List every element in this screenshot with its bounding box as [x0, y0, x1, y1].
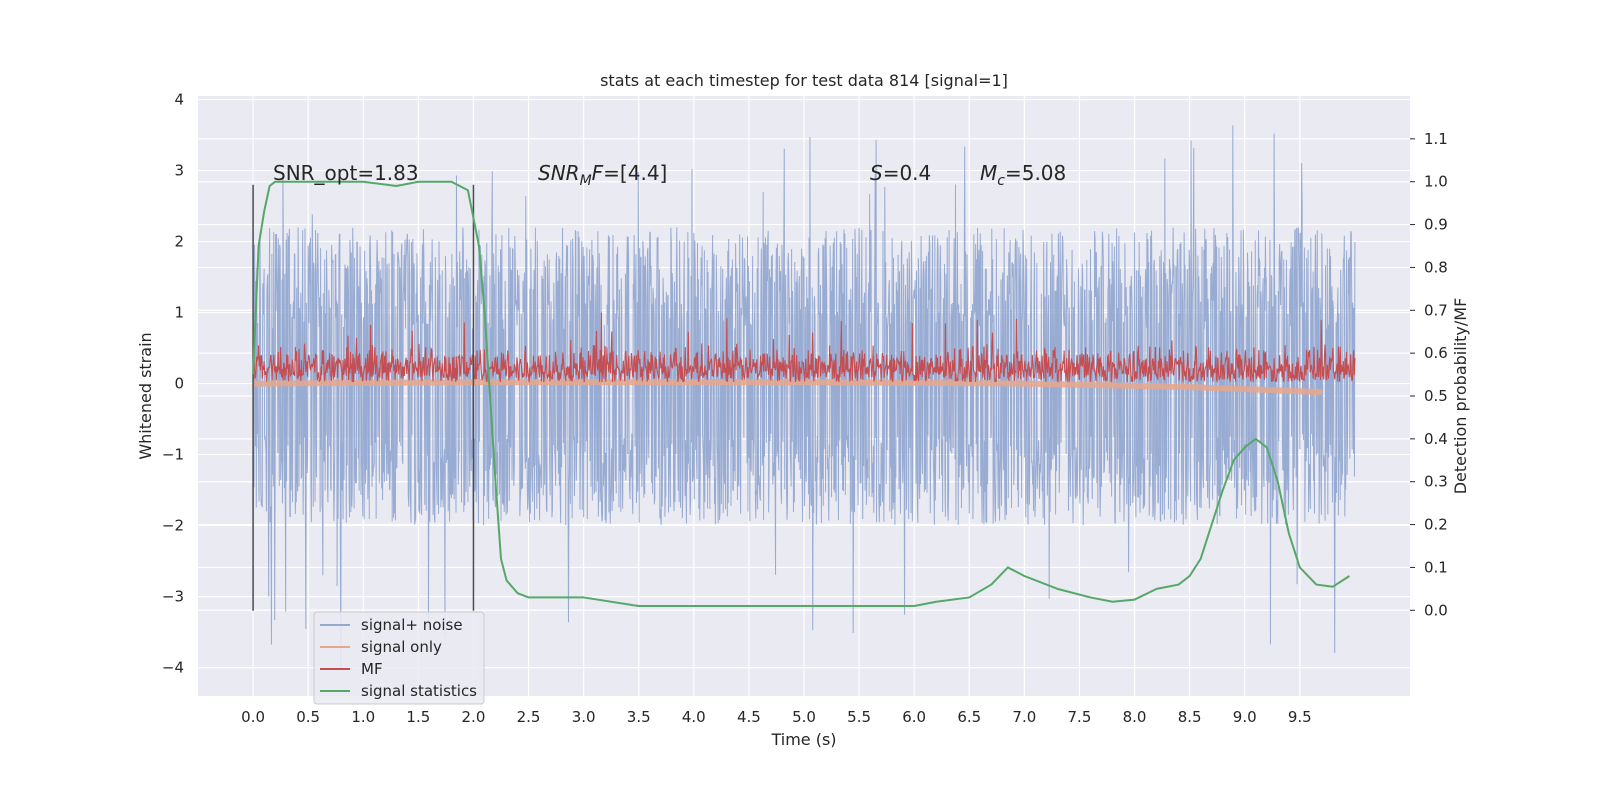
legend-box — [313, 611, 485, 705]
x-tick-label: 3.5 — [627, 708, 651, 726]
x-tick-label: 9.5 — [1288, 708, 1312, 726]
series-layer — [252, 125, 1356, 668]
annotation-snr-mf-rest: =[4.4] — [603, 161, 667, 185]
legend-label-signal-statistics: signal statistics — [361, 682, 477, 700]
y-tick-label-right: 0.6 — [1424, 344, 1448, 362]
annotation-mc: Mc=5.08 — [980, 161, 1066, 189]
y-tick-label-left: 1 — [174, 304, 184, 322]
x-tick-label: 6.5 — [957, 708, 981, 726]
x-tick-label: 1.0 — [351, 708, 375, 726]
y-tick-label-left: −4 — [162, 659, 184, 677]
annotation-s-main: S — [870, 161, 883, 185]
x-tick-label: 3.0 — [572, 708, 596, 726]
x-tick-label: 5.5 — [847, 708, 871, 726]
x-tick-label: 9.0 — [1233, 708, 1257, 726]
y-axis-label-right: Detection probability/MF — [1451, 298, 1470, 495]
x-axis-label: Time (s) — [770, 730, 836, 749]
y-tick-label-left: 0 — [174, 375, 184, 393]
x-tick-label: 0.0 — [241, 708, 265, 726]
y-tick-label-left: −2 — [162, 517, 184, 535]
annotation-snr-mf: SNRMF=[4.4] — [538, 161, 667, 189]
y-tick-label-left: 2 — [174, 233, 184, 251]
y-tick-label-right: 0.0 — [1424, 601, 1448, 619]
x-tick-label: 1.5 — [406, 708, 430, 726]
series-line-signal-statistics — [252, 180, 1350, 607]
y-tick-label-right: 0.1 — [1424, 558, 1448, 576]
axis-ticks: 0.0 0.5 1.0 1.5 2.0 2.5 3.0 3.5 4.0 4.5 5.0 5.5 6.0 6… — [162, 91, 1448, 726]
series-line-mf — [252, 312, 1356, 384]
y-tick-label-right: 0.9 — [1424, 216, 1448, 234]
annotation-snr-mf-main: SNR — [538, 161, 580, 185]
y-axis-label-left: Whitened strain — [136, 332, 155, 459]
legend-label-signal-only: signal only — [361, 638, 442, 656]
series-line-signal-only — [253, 379, 1322, 396]
series-line-signal-noise — [252, 125, 1356, 668]
annotation-snr-mf-sub: M — [580, 173, 592, 189]
annotation-snr-opt: SNR_opt=1.83 — [273, 161, 419, 185]
chart-title: stats at each timestep for test data 814… — [600, 71, 1008, 90]
x-tick-label: 8.0 — [1123, 708, 1147, 726]
y-tick-label-left: 4 — [174, 91, 184, 109]
annotation-snr-mf-rest-italic: F — [592, 161, 604, 185]
y-tick-label-right: 0.4 — [1424, 430, 1448, 448]
x-tick-label: 5.0 — [792, 708, 816, 726]
y-tick-label-right: 0.3 — [1424, 473, 1448, 491]
x-tick-label: 4.0 — [682, 708, 706, 726]
legend: signal+ noise signal only MF signal stat… — [313, 611, 485, 705]
y-tick-label-right: 0.5 — [1424, 387, 1448, 405]
annotation-mc-sub: c — [997, 173, 1005, 189]
x-tick-label: 2.5 — [517, 708, 541, 726]
y-tick-label-right: 1.1 — [1424, 130, 1448, 148]
annotation-s: S=0.4 — [870, 161, 931, 185]
y-tick-label-right: 0.2 — [1424, 516, 1448, 534]
y-tick-label-left: −3 — [162, 588, 184, 606]
x-tick-label: 8.5 — [1178, 708, 1202, 726]
legend-label-signal-noise: signal+ noise — [361, 616, 463, 634]
x-tick-label: 0.5 — [296, 708, 320, 726]
x-tick-label: 2.0 — [462, 708, 486, 726]
x-tick-label: 4.5 — [737, 708, 761, 726]
y-tick-label-right: 1.0 — [1424, 173, 1448, 191]
y-tick-label-right: 0.8 — [1424, 258, 1448, 276]
x-tick-label: 6.0 — [902, 708, 926, 726]
legend-label-mf: MF — [361, 660, 383, 678]
y-tick-label-left: 3 — [174, 162, 184, 180]
annotation-mc-main: M — [980, 161, 997, 185]
annotation-s-rest: =0.4 — [883, 161, 932, 185]
x-tick-label: 7.5 — [1068, 708, 1092, 726]
y-tick-label-right: 0.7 — [1424, 301, 1448, 319]
annotation-mc-rest: =5.08 — [1005, 161, 1066, 185]
x-tick-label: 7.0 — [1012, 708, 1036, 726]
y-tick-label-left: −1 — [162, 446, 184, 464]
